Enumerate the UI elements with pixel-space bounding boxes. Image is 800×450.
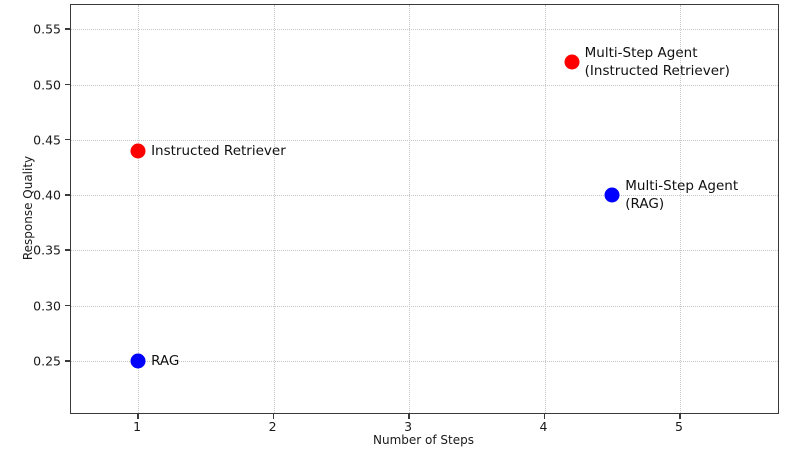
y-tick-mark: [65, 28, 70, 30]
gridline-y: [71, 139, 778, 141]
x-tick-mark: [679, 414, 681, 419]
x-tick-label: 1: [133, 419, 142, 434]
gridline-x: [138, 5, 140, 413]
x-axis-label: Number of Steps: [373, 433, 474, 447]
y-tick-mark: [65, 304, 70, 307]
y-tick-mark: [65, 194, 70, 196]
point-label: Multi-Step Agent (RAG): [625, 178, 739, 213]
gridline-y: [71, 29, 778, 31]
x-tick-mark: [137, 414, 139, 419]
gridline-y: [71, 250, 778, 252]
x-tick-label: 3: [404, 419, 413, 434]
plot-area: Instructed Retriever RAG Multi-Step Agent(…: [70, 4, 779, 414]
scatter-point: [604, 187, 620, 203]
x-tick-mark: [272, 414, 275, 419]
gridline-y: [71, 305, 778, 307]
scatter-point: [130, 143, 146, 159]
gridline-y: [71, 195, 778, 197]
gridline-y: [71, 84, 778, 86]
scatter-point: [130, 353, 146, 369]
y-tick-mark: [65, 83, 70, 86]
y-tick-label: 0.45: [33, 132, 61, 148]
x-tick-label: 2: [268, 419, 277, 434]
x-tick-mark: [408, 414, 410, 419]
gridline-x: [544, 5, 546, 413]
y-tick-label: 0.55: [33, 21, 61, 37]
x-tick-label: 5: [675, 419, 684, 434]
y-tick-label: 0.40: [33, 187, 61, 203]
x-tick-label: 4: [539, 419, 548, 434]
y-tick-mark: [65, 249, 70, 251]
point-label: Instructed Retriever: [151, 142, 286, 159]
scatter-point: [564, 54, 580, 70]
x-tick-mark: [543, 414, 546, 419]
y-tick-label: 0.25: [33, 353, 61, 369]
gridline-x: [409, 5, 411, 413]
gridline-x: [680, 5, 682, 413]
y-tick-label: 0.30: [33, 298, 61, 314]
y-tick-label: 0.35: [33, 242, 61, 258]
point-label: RAG: [151, 353, 180, 370]
y-tick-mark: [65, 138, 70, 141]
y-tick-mark: [65, 360, 70, 362]
gridline-y: [71, 361, 778, 363]
gridline-x: [273, 5, 275, 413]
y-tick-label: 0.50: [33, 77, 61, 93]
point-label: Multi-Step Agent (Instructed Retriever): [584, 45, 730, 80]
